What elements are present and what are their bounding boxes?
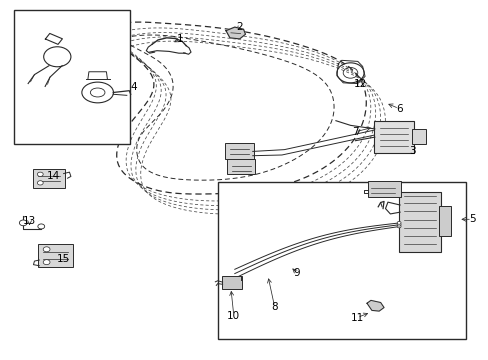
- Circle shape: [396, 221, 400, 224]
- Circle shape: [37, 181, 43, 185]
- FancyBboxPatch shape: [38, 244, 73, 267]
- FancyBboxPatch shape: [227, 158, 254, 174]
- Circle shape: [396, 225, 400, 228]
- Text: 9: 9: [293, 268, 300, 278]
- Text: 8: 8: [271, 302, 277, 312]
- Circle shape: [38, 224, 44, 229]
- Text: 14: 14: [47, 171, 61, 181]
- FancyBboxPatch shape: [438, 206, 450, 236]
- Text: 2: 2: [236, 22, 243, 32]
- Text: 11: 11: [350, 312, 363, 323]
- Bar: [217, 182, 465, 339]
- FancyBboxPatch shape: [367, 181, 400, 197]
- Text: 13: 13: [23, 216, 36, 226]
- Text: 15: 15: [57, 253, 70, 264]
- Text: 10: 10: [227, 311, 240, 321]
- Polygon shape: [366, 300, 383, 311]
- Circle shape: [43, 260, 50, 265]
- Circle shape: [20, 220, 27, 226]
- FancyBboxPatch shape: [398, 192, 440, 252]
- FancyBboxPatch shape: [221, 276, 242, 289]
- Bar: [14, 10, 130, 144]
- Text: 5: 5: [468, 214, 474, 224]
- FancyBboxPatch shape: [224, 143, 253, 159]
- Circle shape: [43, 247, 50, 252]
- Text: 1: 1: [177, 34, 183, 44]
- Text: 12: 12: [353, 79, 366, 89]
- Circle shape: [37, 172, 43, 176]
- FancyBboxPatch shape: [373, 121, 413, 153]
- FancyBboxPatch shape: [33, 169, 64, 188]
- Polygon shape: [225, 27, 245, 39]
- FancyBboxPatch shape: [411, 129, 425, 144]
- Text: 6: 6: [395, 104, 402, 113]
- Text: 3: 3: [408, 147, 415, 157]
- Circle shape: [396, 223, 400, 226]
- Text: 7: 7: [351, 127, 358, 137]
- Text: 4: 4: [130, 82, 137, 92]
